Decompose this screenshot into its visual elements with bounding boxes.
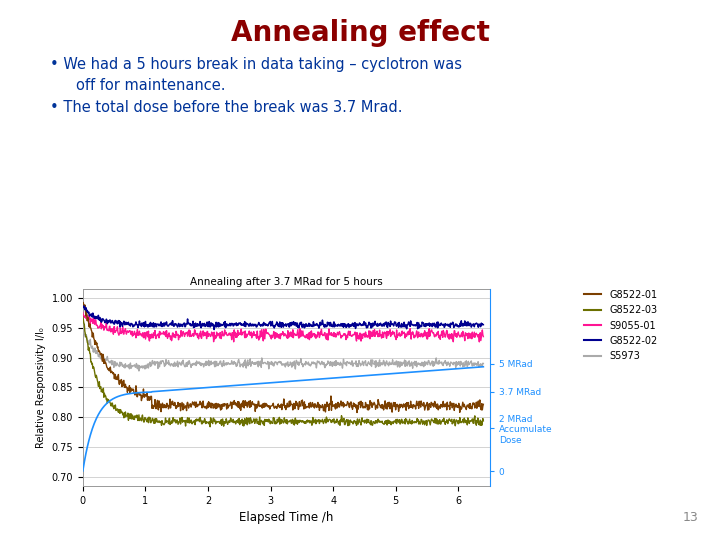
Title: Annealing after 3.7 MRad for 5 hours: Annealing after 3.7 MRad for 5 hours <box>190 276 382 287</box>
Text: 13: 13 <box>683 511 698 524</box>
X-axis label: Elapsed Time /h: Elapsed Time /h <box>239 511 333 524</box>
Legend: G8522-01, G8522-03, S9055-01, G8522-02, S5973: G8522-01, G8522-03, S9055-01, G8522-02, … <box>584 290 657 361</box>
Text: • We had a 5 hours break in data taking – cyclotron was: • We had a 5 hours break in data taking … <box>50 57 462 72</box>
Text: Annealing effect: Annealing effect <box>230 19 490 47</box>
Text: off for maintenance.: off for maintenance. <box>76 78 225 93</box>
Y-axis label: Relative Responsivity I/I₀: Relative Responsivity I/I₀ <box>36 327 46 448</box>
Text: • The total dose before the break was 3.7 Mrad.: • The total dose before the break was 3.… <box>50 100 403 115</box>
